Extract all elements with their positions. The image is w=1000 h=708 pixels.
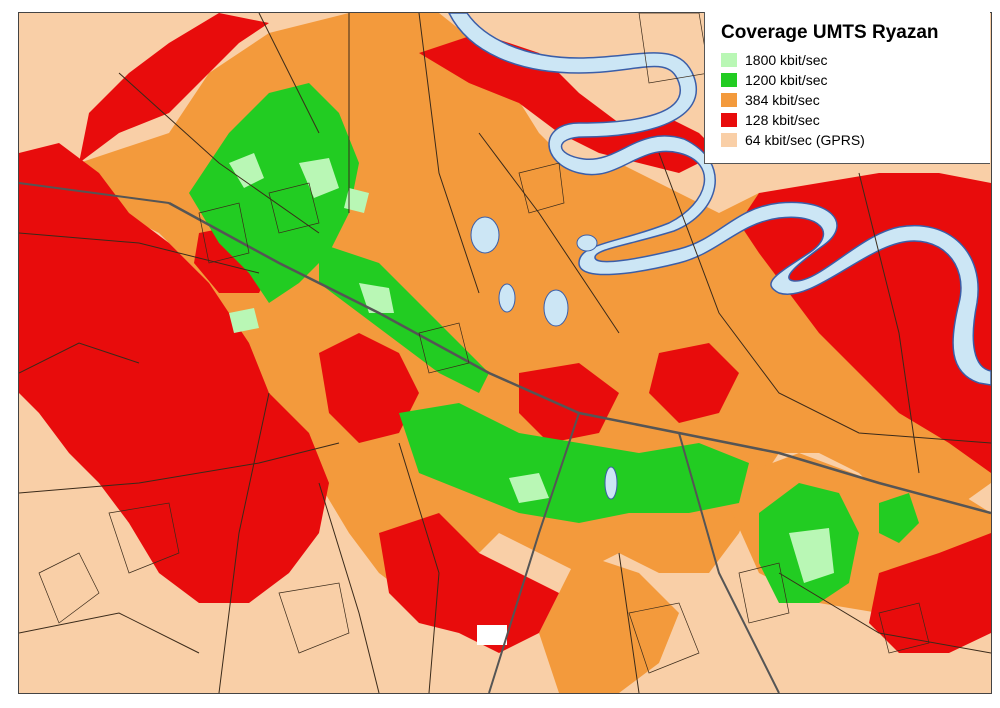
map-canvas: [19, 13, 991, 693]
legend-item-64: 64 kbit/sec (GPRS): [721, 130, 978, 150]
coverage-1800-spots: [229, 153, 834, 583]
legend-item-1800: 1800 kbit/sec: [721, 50, 978, 70]
railway-line: [19, 182, 780, 693]
legend-item-128: 128 kbit/sec: [721, 110, 978, 130]
coverage-128-southeast: [869, 533, 991, 653]
no-data-patch: [477, 625, 507, 645]
legend-swatch-384: [721, 93, 737, 107]
legend-swatch-1200: [721, 73, 737, 87]
legend-label-384: 384 kbit/sec: [745, 92, 820, 108]
legend-label-64: 64 kbit/sec (GPRS): [745, 132, 865, 148]
lake: [470, 216, 500, 254]
lake: [576, 234, 598, 252]
legend-swatch-64: [721, 133, 737, 147]
coverage-128-south: [379, 513, 559, 653]
coverage-1200-northwest: [189, 83, 359, 303]
coverage-1200-corridor: [319, 243, 489, 393]
legend-swatch-1800: [721, 53, 737, 67]
coverage-128-center-patches: [194, 223, 739, 443]
map-legend: Coverage UMTS Ryazan 1800 kbit/sec 1200 …: [704, 12, 990, 164]
coverage-128-northwest: [79, 13, 269, 163]
coverage-128-northeast: [739, 173, 991, 473]
coverage-128-west: [19, 143, 329, 603]
legend-item-1200: 1200 kbit/sec: [721, 70, 978, 90]
lake: [543, 289, 569, 327]
legend-title: Coverage UMTS Ryazan: [721, 22, 939, 43]
coverage-1200-center: [399, 403, 749, 523]
legend-item-384: 384 kbit/sec: [721, 90, 978, 110]
legend-label-1200: 1200 kbit/sec: [745, 72, 828, 88]
legend-label-1800: 1800 kbit/sec: [745, 52, 828, 68]
coverage-1200-far-east: [879, 493, 919, 543]
coverage-128-north: [419, 33, 719, 173]
lake: [604, 466, 618, 500]
lake: [498, 283, 516, 313]
legend-swatch-128: [721, 113, 737, 127]
oka-river: [448, 13, 991, 386]
road-network: [19, 13, 991, 693]
legend-label-128: 128 kbit/sec: [745, 112, 820, 128]
